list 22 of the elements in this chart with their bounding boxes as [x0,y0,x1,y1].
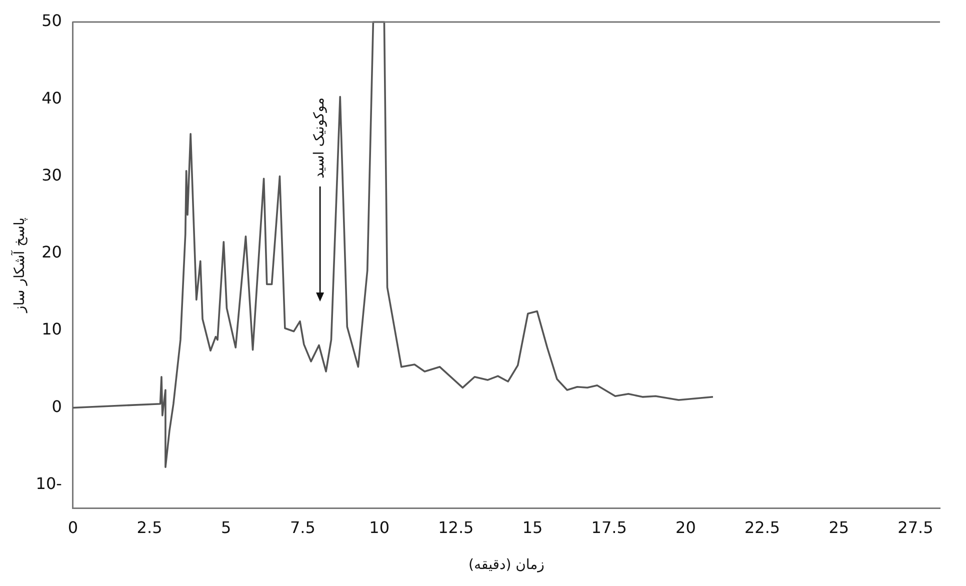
x-tick-label: 10 [369,518,390,537]
y-tick-label: 30 [42,165,62,184]
x-tick-label: 20 [676,518,696,537]
y-axis-title: پاسخ آشکار ساز [10,217,28,314]
x-tick-label: 22.5 [744,518,780,537]
y-tick-label: 20 [42,242,62,262]
x-tick-label: 15 [522,518,543,537]
y-tick-label: 10 [42,320,62,339]
x-tick-label: 17.5 [591,518,627,537]
x-tick-label: 25 [828,518,850,537]
x-tick-label: 12.5 [438,518,474,537]
x-tick-label: 0 [68,518,78,537]
x-tick-label: 7.5 [290,518,316,537]
y-tick-label: 0 [52,396,62,416]
x-tick-label: 5 [221,518,232,537]
x-tick-label: 2.5 [136,518,162,537]
y-tick-label: 50 [42,11,62,30]
y-tick-label: 40 [42,88,62,108]
x-tick-label: 27.5 [898,518,934,537]
y-tick-label: 10- [36,474,62,494]
annotation: موکونیک اسید [312,98,328,178]
x-axis-title: زمان (دقیقه) [468,557,544,574]
